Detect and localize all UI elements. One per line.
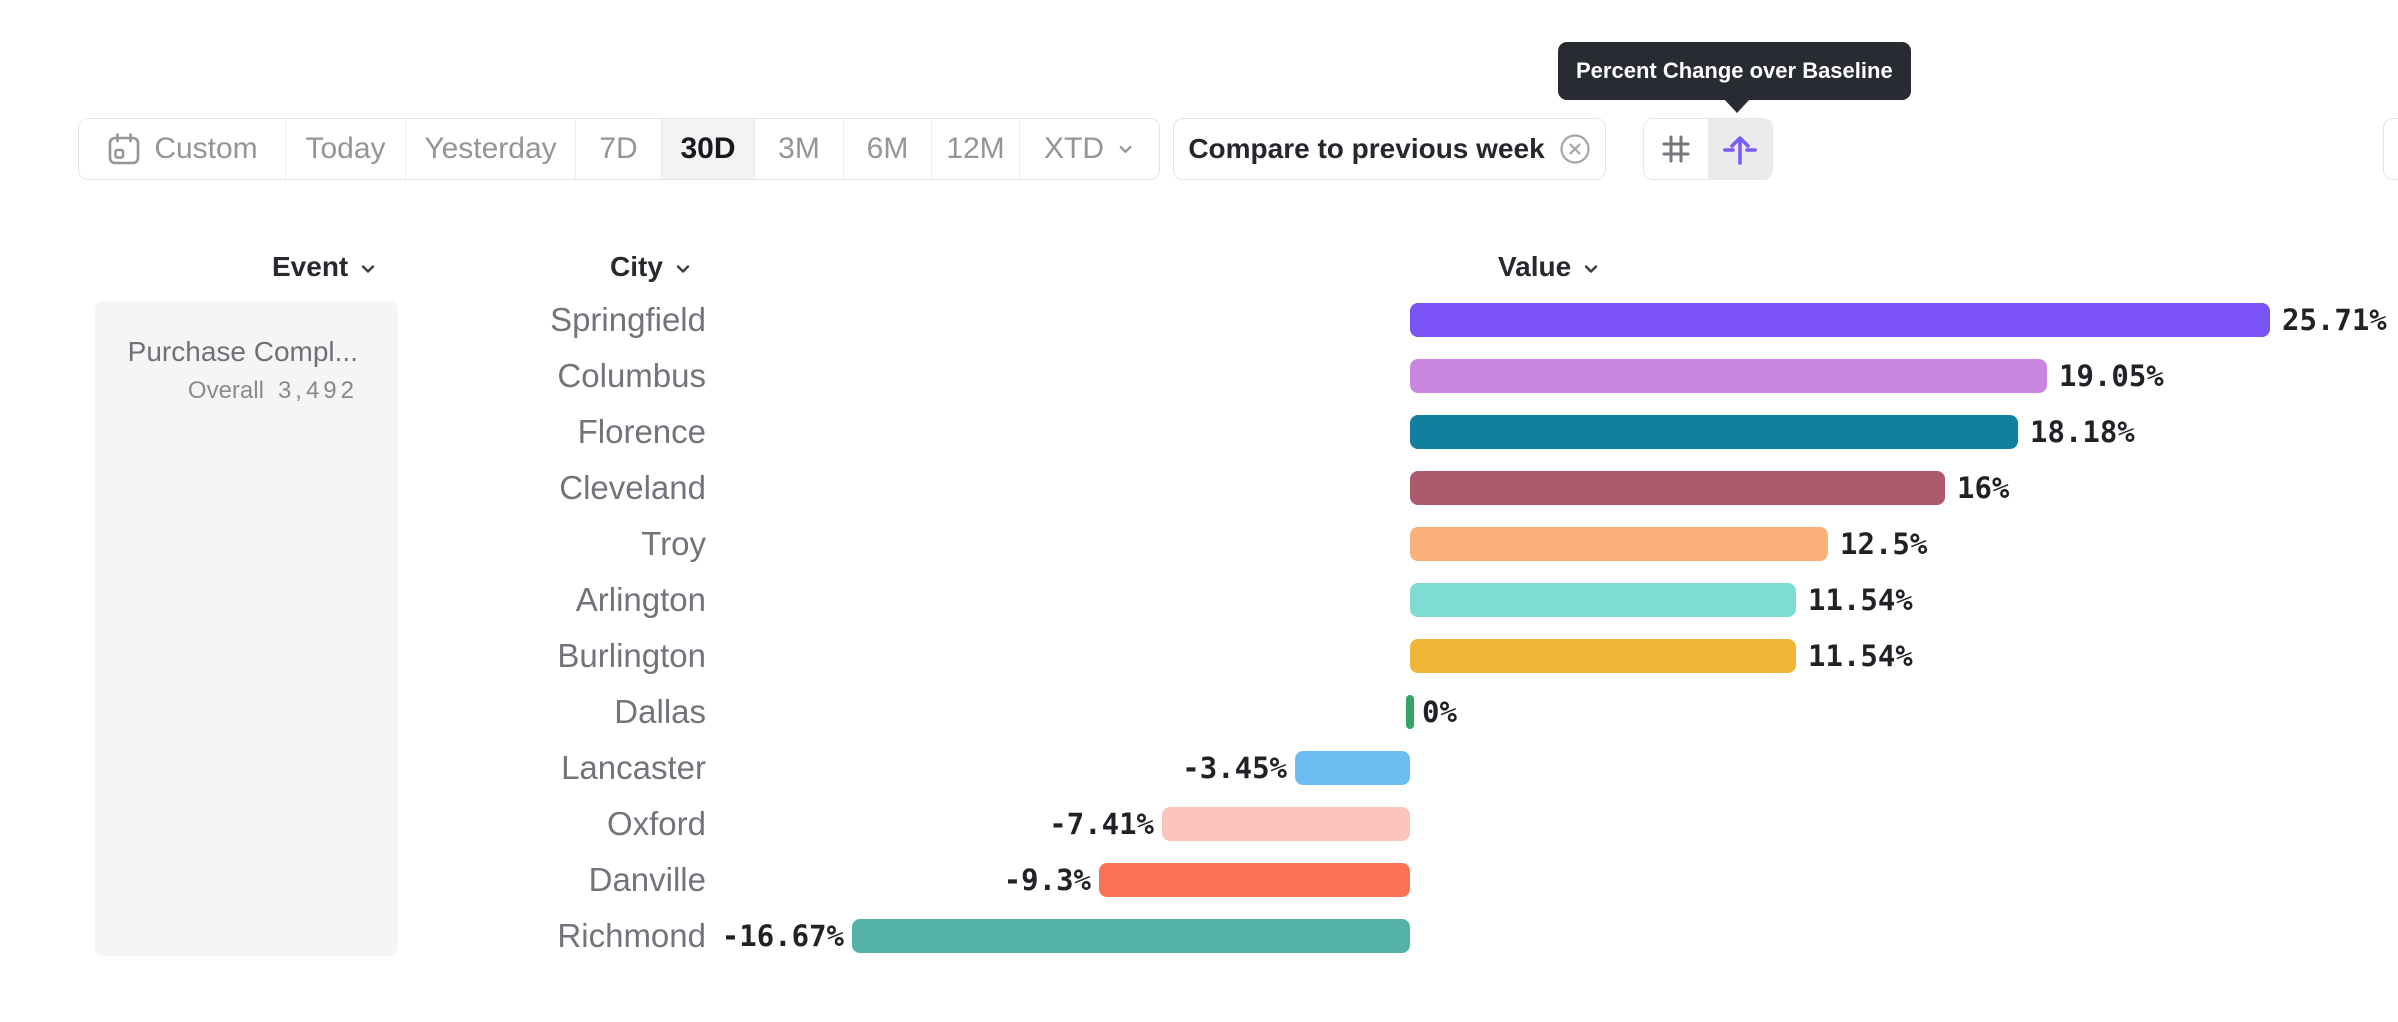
baseline-arrow-icon [1723, 136, 1757, 165]
bar-value-label: 11.54% [1808, 583, 1913, 617]
event-metric-value: 3,492 [277, 377, 358, 404]
bar-florence[interactable] [1410, 415, 2018, 449]
bar-columbus[interactable] [1410, 359, 2047, 393]
bar-value-label: 19.05% [2059, 359, 2164, 393]
range-button-custom[interactable]: Custom [79, 119, 286, 179]
event-card[interactable]: Purchase Compl... Overall 3,492 [95, 301, 398, 956]
bar-lancaster[interactable] [1295, 751, 1410, 785]
bar-troy[interactable] [1410, 527, 1828, 561]
chevron-down-icon [676, 264, 690, 273]
city-label: Danville [588, 861, 706, 898]
city-label: Springfield [550, 301, 706, 338]
bar-value-label: 12.5% [1840, 527, 1928, 561]
bar-value-label: -7.41% [1049, 807, 1154, 841]
range-label: 6M [866, 132, 909, 165]
column-header-label: Event [272, 251, 349, 282]
range-button-30d[interactable]: 30D [662, 119, 755, 179]
date-range-toolbar: Custom Today Yesterday 7D 30D 3M 6M 12M XTD [78, 118, 1160, 180]
chevron-down-icon [1584, 264, 1598, 273]
bar-value-label: 11.54% [1808, 639, 1913, 673]
bar-springfield[interactable] [1410, 303, 2270, 337]
compare-to-previous-week-button[interactable]: Compare to previous week [1173, 118, 1606, 180]
range-button-today[interactable]: Today [286, 119, 406, 179]
bar-value-label: -9.3% [1003, 863, 1091, 897]
bar-oxford[interactable] [1162, 807, 1410, 841]
bar-dallas[interactable] [1406, 695, 1414, 729]
city-label: Cleveland [559, 469, 706, 506]
range-label: 12M [946, 132, 1005, 165]
range-label: Today [305, 132, 386, 165]
compare-label: Compare to previous week [1188, 133, 1545, 164]
city-label: Dallas [614, 693, 706, 730]
range-label: 3M [778, 132, 820, 165]
range-button-12m[interactable]: 12M [932, 119, 1020, 179]
bar-value-label: 16% [1957, 471, 2010, 505]
range-label: 7D [599, 132, 638, 165]
range-button-7d[interactable]: 7D [576, 119, 662, 179]
event-metric: Overall 3,492 [95, 377, 358, 405]
event-name: Purchase Compl... [127, 336, 358, 367]
range-button-yesterday[interactable]: Yesterday [406, 119, 576, 179]
city-label: Lancaster [561, 749, 706, 786]
close-circle-icon[interactable] [1559, 133, 1591, 165]
city-label: Richmond [557, 917, 706, 954]
bar-value-label: -16.67% [721, 919, 844, 953]
city-label: Oxford [606, 805, 706, 842]
city-label: Burlington [557, 637, 706, 674]
range-button-3m[interactable]: 3M [755, 119, 844, 179]
bar-burlington[interactable] [1410, 639, 1796, 673]
clipped-toolbar-button[interactable] [2383, 118, 2398, 180]
bar-danville[interactable] [1099, 863, 1410, 897]
range-label: XTD [1044, 132, 1104, 165]
bar-cleveland[interactable] [1410, 471, 1945, 505]
city-label: Florence [577, 413, 706, 450]
column-header-city[interactable]: City [610, 250, 693, 284]
city-label: Arlington [575, 581, 706, 618]
bar-value-label: 0% [1422, 695, 1457, 729]
bar-value-label: 25.71% [2282, 303, 2387, 337]
percent-change-over-baseline-button[interactable] [1708, 119, 1772, 179]
column-header-event[interactable]: Event [272, 250, 378, 284]
chart-value-mode-toggle [1643, 118, 1773, 180]
hash-icon [1662, 135, 1690, 163]
city-label: Columbus [557, 357, 706, 394]
city-label: Troy [641, 525, 706, 562]
chevron-down-icon [362, 264, 375, 273]
bar-value-label: 18.18% [2030, 415, 2135, 449]
range-label: Custom [154, 132, 258, 165]
calendar-icon [109, 133, 140, 165]
range-label: 30D [680, 132, 736, 165]
column-header-value[interactable]: Value [1498, 250, 1601, 284]
range-label: Yesterday [424, 132, 557, 165]
tooltip-text: Percent Change over Baseline [1576, 58, 1893, 83]
range-button-6m[interactable]: 6M [844, 119, 932, 179]
bar-richmond[interactable] [852, 919, 1410, 953]
absolute-values-button[interactable] [1644, 119, 1708, 179]
column-header-label: City [610, 251, 663, 282]
chevron-down-icon [1119, 145, 1132, 153]
bar-arlington[interactable] [1410, 583, 1796, 617]
event-metric-label: Overall [187, 377, 264, 404]
bar-value-label: -3.45% [1182, 751, 1287, 785]
tooltip: Percent Change over Baseline [1558, 42, 1911, 113]
tooltip-caret-icon [1724, 99, 1750, 113]
column-header-label: Value [1498, 251, 1572, 282]
range-button-xtd[interactable]: XTD [1020, 119, 1159, 179]
